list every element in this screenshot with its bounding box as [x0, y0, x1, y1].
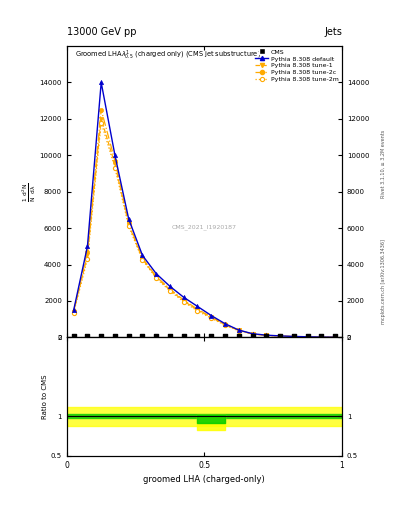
- Point: [98, 332, 105, 340]
- Point: [208, 332, 215, 340]
- Point: [236, 332, 242, 340]
- Text: CMS_2021_I1920187: CMS_2021_I1920187: [172, 224, 237, 229]
- Point: [277, 332, 283, 340]
- Bar: [67, 414, 342, 418]
- Point: [167, 332, 173, 340]
- Point: [291, 332, 297, 340]
- Y-axis label: $\frac{1}{\rm N}\,\frac{{\rm d}^2 N}{{\rm d}\lambda}$: $\frac{1}{\rm N}\,\frac{{\rm d}^2 N}{{\r…: [21, 182, 38, 202]
- Point: [318, 332, 325, 340]
- Text: 13000 GeV pp: 13000 GeV pp: [67, 27, 136, 37]
- Legend: CMS, Pythia 8.308 default, Pythia 8.308 tune-1, Pythia 8.308 tune-2c, Pythia 8.3: CMS, Pythia 8.308 default, Pythia 8.308 …: [255, 49, 339, 82]
- Point: [263, 332, 270, 340]
- Text: Jets: Jets: [324, 27, 342, 37]
- Point: [153, 332, 160, 340]
- Point: [332, 332, 338, 340]
- X-axis label: groomed LHA (charged-only): groomed LHA (charged-only): [143, 475, 265, 484]
- Point: [181, 332, 187, 340]
- Point: [250, 332, 256, 340]
- Point: [112, 332, 118, 340]
- Point: [305, 332, 311, 340]
- Text: Rivet 3.1.10, ≥ 3.2M events: Rivet 3.1.10, ≥ 3.2M events: [381, 130, 386, 198]
- Point: [126, 332, 132, 340]
- Point: [140, 332, 146, 340]
- Text: mcplots.cern.ch [arXiv:1306.3436]: mcplots.cern.ch [arXiv:1306.3436]: [381, 239, 386, 324]
- Text: Groomed LHA$\lambda^{1}_{0.5}$ (charged only) (CMS jet substructure): Groomed LHA$\lambda^{1}_{0.5}$ (charged …: [75, 49, 261, 62]
- Y-axis label: Ratio to CMS: Ratio to CMS: [42, 374, 48, 419]
- Point: [84, 332, 90, 340]
- Point: [222, 332, 228, 340]
- Point: [71, 332, 77, 340]
- Bar: [67, 407, 342, 425]
- Point: [195, 332, 201, 340]
